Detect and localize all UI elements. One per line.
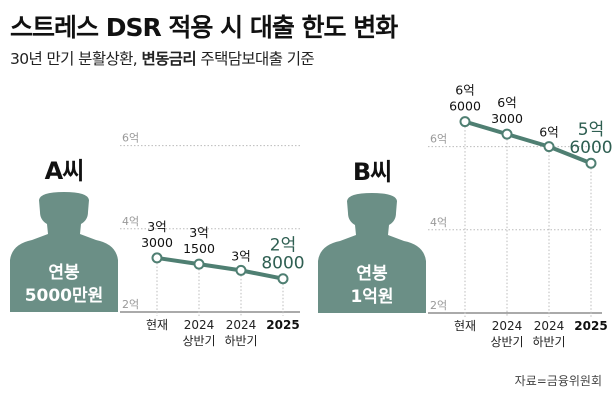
- x-tick-label-sub: 하반기: [532, 335, 565, 349]
- value-label-line1: 6억: [497, 95, 516, 110]
- x-tick-label: 현재: [146, 318, 168, 332]
- value-label-line1: 2억: [270, 236, 296, 256]
- salary-label-line2: 1억원: [350, 287, 393, 307]
- x-tick-label: 2024: [184, 318, 215, 332]
- x-tick-label: 2024: [492, 319, 523, 333]
- y-tick-label: 2억: [430, 299, 447, 312]
- chart-title: 스트레스 DSR 적용 시 대출 한도 변화: [10, 13, 398, 42]
- y-tick-label: 4억: [122, 215, 139, 228]
- x-tick-label-sub: 하반기: [224, 334, 257, 348]
- value-label-line1: 3억: [231, 248, 250, 263]
- value-label-line2: 6000: [449, 99, 481, 114]
- value-label-line1: 3억: [147, 219, 166, 234]
- x-tick-label: 2025: [574, 319, 607, 333]
- person-label: A씨: [45, 157, 84, 185]
- data-point: [235, 264, 247, 276]
- subtitle-bold: 변동금리: [141, 50, 197, 68]
- subtitle-rest: 주택담보대출 기준: [196, 50, 315, 68]
- data-point: [459, 116, 471, 128]
- value-label-line2: 6000: [569, 138, 612, 158]
- data-line: [156, 255, 284, 281]
- data-point: [501, 128, 513, 140]
- y-tick-label: 6억: [430, 133, 447, 146]
- value-label-line2: 3000: [141, 235, 173, 250]
- salary-label-line1: 연봉: [356, 264, 388, 284]
- data-line: [464, 119, 592, 166]
- x-tick-label: 현재: [454, 319, 476, 333]
- y-tick-label: 6억: [122, 132, 139, 145]
- person-label: B씨: [353, 158, 391, 186]
- value-label-line1: 5억: [578, 120, 604, 140]
- salary-label-line2: 5000만원: [25, 286, 104, 306]
- subtitle-plain: 30년 만기 분활상환,: [10, 50, 142, 68]
- x-tick-label: 2024: [534, 319, 565, 333]
- y-tick-label: 2억: [122, 298, 139, 311]
- value-label-line2: 1500: [183, 241, 215, 256]
- person-silhouette-icon: [10, 192, 118, 312]
- chart-subtitle: 30년 만기 분활상환, 변동금리 주택담보대출 기준: [10, 47, 315, 69]
- data-point: [277, 273, 289, 285]
- value-label-line1: 6억: [539, 125, 558, 140]
- data-point: [193, 258, 205, 270]
- y-tick-label: 4억: [430, 216, 447, 229]
- value-label-line2: 3000: [491, 111, 523, 126]
- salary-label-line1: 연봉: [48, 263, 80, 283]
- data-point: [151, 252, 163, 264]
- x-tick-label: 2024: [226, 318, 257, 332]
- x-tick-label-sub: 상반기: [182, 334, 215, 348]
- x-tick-label: 2025: [266, 318, 299, 332]
- person-silhouette-icon: [318, 193, 426, 313]
- value-label-line1: 3억: [189, 225, 208, 240]
- data-point: [585, 157, 597, 169]
- source-note: 자료=금융위원회: [514, 374, 602, 388]
- data-point: [543, 141, 555, 153]
- value-label-line1: 6억: [455, 83, 474, 98]
- x-tick-label-sub: 상반기: [490, 335, 523, 349]
- value-label-line2: 8000: [261, 254, 304, 274]
